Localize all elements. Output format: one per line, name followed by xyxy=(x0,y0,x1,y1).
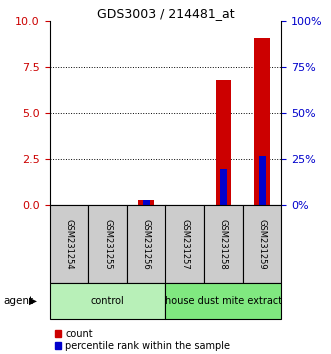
Text: ▶: ▶ xyxy=(29,296,37,306)
Title: GDS3003 / 214481_at: GDS3003 / 214481_at xyxy=(97,7,234,20)
Text: GSM231257: GSM231257 xyxy=(180,219,189,270)
Bar xyxy=(50,283,166,319)
Bar xyxy=(216,80,231,205)
Text: GSM231254: GSM231254 xyxy=(65,219,73,270)
Bar xyxy=(243,205,281,283)
Bar xyxy=(166,283,281,319)
Bar xyxy=(50,205,88,283)
Bar xyxy=(143,200,150,205)
Bar xyxy=(166,205,204,283)
Bar xyxy=(127,205,166,283)
Legend: count, percentile rank within the sample: count, percentile rank within the sample xyxy=(55,329,230,351)
Bar xyxy=(138,200,154,205)
Text: GSM231256: GSM231256 xyxy=(142,219,151,270)
Text: GSM231259: GSM231259 xyxy=(258,219,266,270)
Text: control: control xyxy=(91,296,124,306)
Text: GSM231258: GSM231258 xyxy=(219,219,228,270)
Bar xyxy=(259,156,265,205)
Bar xyxy=(220,169,227,205)
Bar xyxy=(254,38,270,205)
Bar xyxy=(204,205,243,283)
Text: GSM231255: GSM231255 xyxy=(103,219,112,270)
Text: agent: agent xyxy=(3,296,33,306)
Bar xyxy=(88,205,127,283)
Text: house dust mite extract: house dust mite extract xyxy=(165,296,282,306)
